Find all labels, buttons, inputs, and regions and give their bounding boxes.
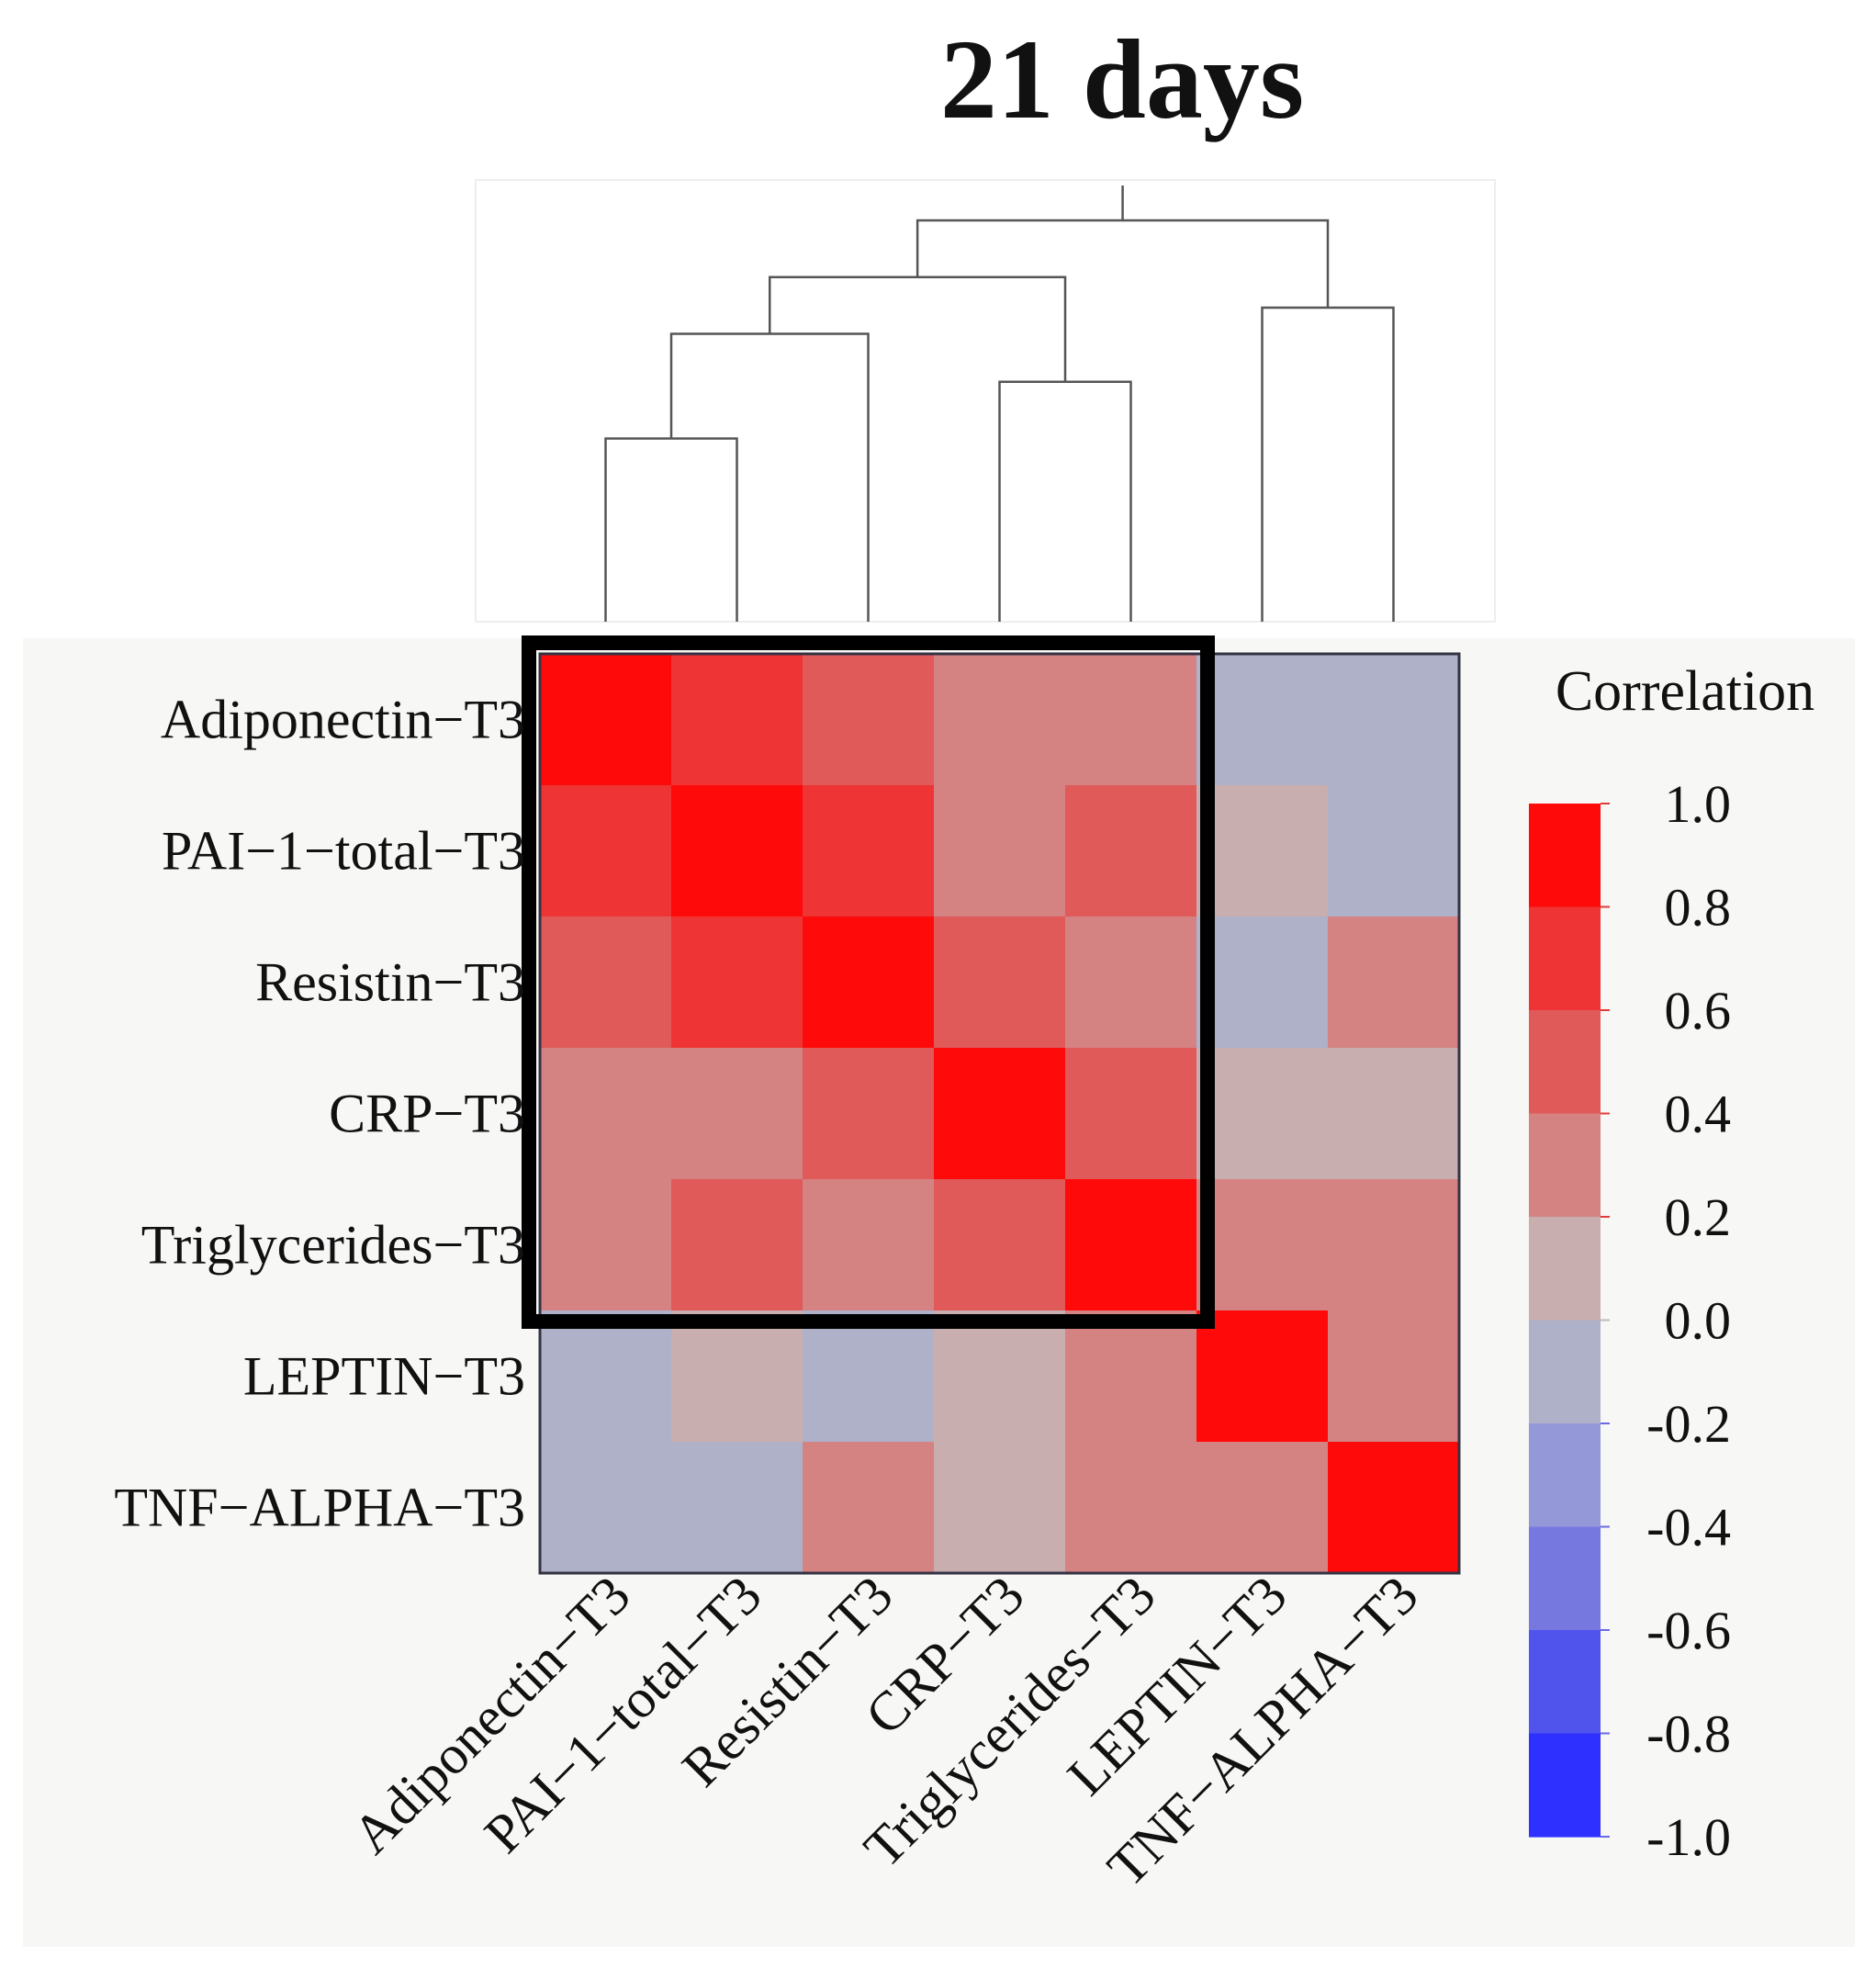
legend-tick-label-0: 1.0 (1665, 774, 1732, 834)
heatmap-cell-6-0 (540, 1442, 672, 1574)
y-label-pai-1-total-t3: PAI−1−total−T3 (162, 821, 525, 882)
legend-bin-3 (1529, 1113, 1601, 1218)
legend-bin-6 (1529, 1423, 1601, 1528)
heatmap-cell-2-2 (803, 917, 935, 1049)
legend-bin-7 (1529, 1526, 1601, 1631)
heatmap-cell-5-6 (1328, 1310, 1460, 1443)
legend-colorbar (1529, 804, 1601, 1838)
y-label-adiponectin-t3: Adiponectin−T3 (161, 690, 525, 750)
dendrogram-panel-background (475, 179, 1496, 623)
heatmap-cell-3-5 (1196, 1048, 1329, 1180)
heatmap-cell-1-4 (1065, 785, 1197, 917)
cluster-highlight-box (522, 635, 1215, 1329)
legend-tick-label-2: 0.6 (1665, 981, 1732, 1040)
heatmap-cell-4-0 (540, 1179, 672, 1311)
heatmap-cell-2-3 (934, 917, 1066, 1049)
dendrogram (604, 186, 1395, 622)
legend-bin-2 (1529, 1010, 1601, 1115)
heatmap-cell-5-5 (1196, 1310, 1329, 1443)
heatmap-cell-3-1 (671, 1048, 803, 1180)
heatmap-cell-4-5 (1196, 1179, 1329, 1311)
heatmap-cell-3-6 (1328, 1048, 1460, 1180)
heatmap-cell-2-1 (671, 917, 803, 1049)
heatmap-cell-0-4 (1065, 654, 1197, 786)
heatmap-cell-1-3 (934, 785, 1066, 917)
y-label-triglycerides-t3: Triglycerides−T3 (141, 1215, 525, 1276)
heatmap-cell-6-1 (671, 1442, 803, 1574)
heatmap-cell-6-3 (934, 1442, 1066, 1574)
heatmap-cell-2-4 (1065, 917, 1197, 1049)
legend-bin-1 (1529, 906, 1601, 1011)
heatmap-cell-3-2 (803, 1048, 935, 1180)
heatmap-cell-1-1 (671, 785, 803, 917)
legend-bin-8 (1529, 1630, 1601, 1735)
heatmap-cell-0-1 (671, 654, 803, 786)
heatmap-cell-0-5 (1196, 654, 1329, 786)
heatmap-cell-5-0 (540, 1310, 672, 1443)
heatmap-cell-5-4 (1065, 1310, 1197, 1443)
y-label-leptin-t3: LEPTIN−T3 (243, 1346, 525, 1407)
legend-bin-9 (1529, 1733, 1601, 1838)
legend-tick-label-9: -0.8 (1646, 1704, 1731, 1764)
y-label-tnf-alpha-t3: TNF−ALPHA−T3 (114, 1478, 525, 1538)
heatmap-cell-3-4 (1065, 1048, 1197, 1180)
chart-title: 21 days (940, 17, 1304, 142)
heatmap-cells (540, 654, 1460, 1574)
legend-tick-label-6: -0.2 (1646, 1394, 1731, 1454)
heatmap-cell-1-0 (540, 785, 672, 917)
heatmap-cell-1-2 (803, 785, 935, 917)
heatmap-border (538, 652, 1461, 1575)
legend-tick-label-10: -1.0 (1646, 1807, 1731, 1867)
legend-bin-5 (1529, 1320, 1601, 1424)
legend-tick-label-1: 0.8 (1665, 878, 1732, 938)
legend-bin-0 (1529, 804, 1601, 908)
legend-title: Correlation (1556, 660, 1814, 723)
heatmap-cell-3-3 (934, 1048, 1066, 1180)
legend-tick-label-8: -0.6 (1646, 1601, 1731, 1660)
y-label-resistin-t3: Resistin−T3 (255, 952, 525, 1013)
heatmap-cell-4-4 (1065, 1179, 1197, 1311)
heatmap-cell-5-2 (803, 1310, 935, 1443)
legend-bin-4 (1529, 1217, 1601, 1321)
heatmap-cell-4-2 (803, 1179, 935, 1311)
heatmap-cell-4-6 (1328, 1179, 1460, 1311)
legend-tick-label-3: 0.4 (1665, 1085, 1732, 1144)
heatmap-cell-0-3 (934, 654, 1066, 786)
legend-tick-label-4: 0.2 (1665, 1187, 1732, 1247)
legend-tick-label-5: 0.0 (1665, 1291, 1732, 1351)
heatmap-cell-2-6 (1328, 917, 1460, 1049)
heatmap-cell-6-2 (803, 1442, 935, 1574)
legend-ticks: 1.0 0.8 0.6 0.4 0.2 0.0 -0.2 -0.4 -0.6 -0.8 -1.0 (1601, 774, 1731, 1867)
y-label-crp-t3: CRP−T3 (329, 1084, 525, 1144)
heatmap-cell-1-5 (1196, 785, 1329, 917)
heatmap-cell-6-5 (1196, 1442, 1329, 1574)
heatmap-cell-1-6 (1328, 785, 1460, 917)
heatmap-cell-6-6 (1328, 1442, 1460, 1574)
heatmap-cell-5-1 (671, 1310, 803, 1443)
heatmap-cell-2-0 (540, 917, 672, 1049)
heatmap-cell-0-2 (803, 654, 935, 786)
heatmap-cell-4-1 (671, 1179, 803, 1311)
heatmap-cell-5-3 (934, 1310, 1066, 1443)
legend-tick-label-7: -0.4 (1646, 1498, 1731, 1558)
heatmap-cell-2-5 (1196, 917, 1329, 1049)
heatmap-cell-0-0 (540, 654, 672, 786)
y-axis-labels: Adiponectin−T3 PAI−1−total−T3 Resistin−T3 C… (114, 690, 525, 1538)
heatmap-cell-4-3 (934, 1179, 1066, 1311)
heatmap-cell-0-6 (1328, 654, 1460, 786)
heatmap-cell-3-0 (540, 1048, 672, 1180)
heatmap-cell-6-4 (1065, 1442, 1197, 1574)
